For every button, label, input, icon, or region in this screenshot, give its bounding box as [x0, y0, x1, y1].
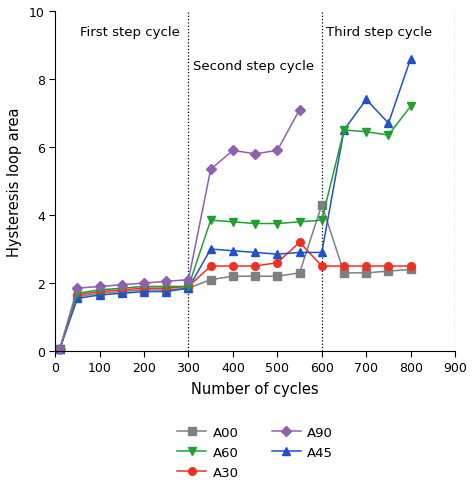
A00	[408, 267, 413, 273]
A60	[208, 218, 214, 224]
A90	[119, 282, 125, 288]
A00	[57, 347, 63, 353]
A30	[186, 284, 191, 290]
A45	[97, 292, 102, 298]
A00	[364, 270, 369, 276]
A60	[119, 285, 125, 291]
A30	[319, 264, 325, 269]
Text: Third step cycle: Third step cycle	[326, 25, 432, 39]
A45	[74, 296, 80, 302]
Text: First step cycle: First step cycle	[80, 25, 180, 39]
A30	[408, 264, 413, 269]
A60	[97, 287, 102, 293]
A60	[74, 291, 80, 297]
A00	[341, 270, 347, 276]
A30	[274, 260, 280, 266]
A00	[97, 291, 102, 297]
A90	[230, 148, 236, 154]
A00	[319, 203, 325, 208]
A90	[252, 152, 258, 158]
A00	[119, 289, 125, 295]
A45	[57, 347, 63, 353]
A00	[74, 294, 80, 300]
Text: Second step cycle: Second step cycle	[193, 60, 314, 72]
A45	[274, 252, 280, 258]
A00	[386, 269, 392, 275]
A90	[97, 284, 102, 290]
A30	[341, 264, 347, 269]
A30	[119, 287, 125, 293]
A45	[208, 246, 214, 252]
A45	[141, 289, 147, 295]
Line: A00: A00	[56, 202, 414, 353]
A45	[319, 250, 325, 256]
A60	[274, 221, 280, 227]
Line: A60: A60	[55, 103, 415, 354]
A00	[186, 285, 191, 291]
A45	[341, 128, 347, 134]
A60	[57, 347, 63, 353]
A60	[230, 220, 236, 225]
Line: A30: A30	[56, 239, 414, 353]
A00	[208, 277, 214, 283]
Legend: A00, A60, A30, A90, A45: A00, A60, A30, A90, A45	[171, 419, 340, 486]
A90	[57, 347, 63, 353]
A00	[274, 274, 280, 280]
A45	[164, 289, 169, 295]
Y-axis label: Hysteresis loop area: Hysteresis loop area	[7, 107, 22, 256]
A00	[164, 287, 169, 293]
A45	[408, 57, 413, 62]
A60	[408, 104, 413, 110]
A30	[141, 285, 147, 291]
A90	[208, 167, 214, 173]
A30	[364, 264, 369, 269]
A45	[297, 250, 302, 256]
A45	[252, 250, 258, 256]
A60	[252, 221, 258, 227]
A00	[297, 270, 302, 276]
X-axis label: Number of cycles: Number of cycles	[191, 382, 319, 397]
A00	[230, 274, 236, 280]
A30	[208, 264, 214, 269]
A60	[164, 284, 169, 290]
A30	[230, 264, 236, 269]
A90	[297, 107, 302, 113]
A90	[186, 277, 191, 283]
Line: A90: A90	[56, 106, 303, 353]
A45	[364, 97, 369, 103]
Line: A45: A45	[55, 55, 415, 354]
A90	[141, 281, 147, 286]
A45	[386, 121, 392, 127]
A90	[274, 148, 280, 154]
A30	[74, 292, 80, 298]
A60	[186, 284, 191, 290]
A30	[297, 240, 302, 245]
A45	[230, 248, 236, 254]
A60	[141, 284, 147, 290]
A00	[141, 287, 147, 293]
A00	[252, 274, 258, 280]
A60	[341, 128, 347, 134]
A30	[164, 285, 169, 291]
A30	[57, 347, 63, 353]
A90	[164, 279, 169, 285]
A45	[119, 291, 125, 297]
A90	[74, 285, 80, 291]
A60	[364, 129, 369, 135]
A60	[297, 220, 302, 225]
A60	[386, 133, 392, 139]
A30	[252, 264, 258, 269]
A45	[186, 285, 191, 291]
A30	[386, 264, 392, 269]
A60	[319, 218, 325, 224]
A30	[97, 289, 102, 295]
